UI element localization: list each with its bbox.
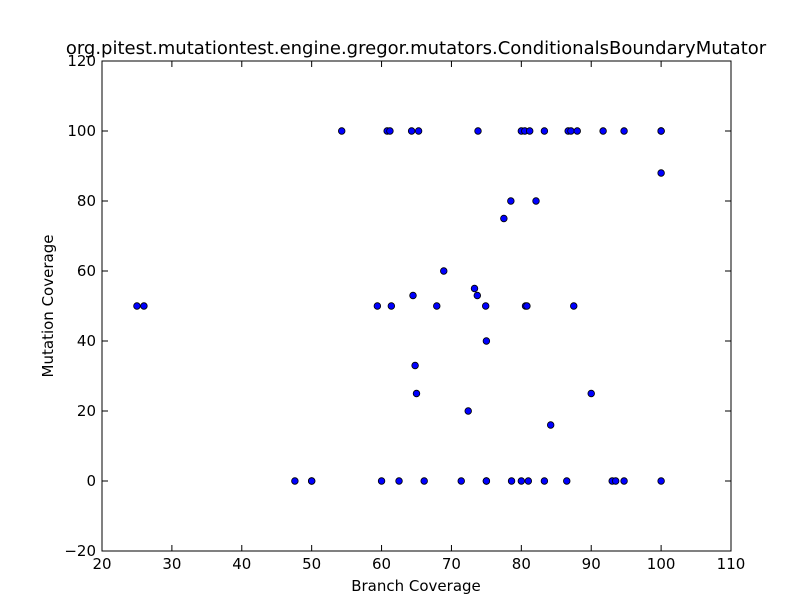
data-point [373, 302, 382, 310]
data-point [411, 361, 419, 370]
data-point [473, 291, 482, 300]
data-point [470, 284, 479, 293]
data-point [540, 477, 549, 485]
data-point [133, 302, 141, 310]
data-point [420, 477, 428, 485]
ticks-layer: 20 30 40 50 60 70 80 90 100 110 −20 0 20 40 60 80 100 120 [64, 52, 745, 573]
data-point [440, 267, 448, 275]
data-point [526, 127, 534, 135]
y-tick-label: 20 [77, 402, 96, 420]
x-tick-label: 50 [302, 555, 321, 573]
y-tick-label: 100 [67, 122, 96, 140]
data-point [474, 127, 482, 135]
data-point [291, 477, 299, 485]
data-point [524, 477, 533, 485]
y-tick-label: 120 [67, 52, 96, 70]
data-point [338, 127, 346, 135]
data-point [657, 477, 665, 485]
data-point [140, 302, 148, 310]
plot-frame [101, 60, 732, 552]
data-point [500, 214, 508, 223]
data-point [386, 127, 394, 135]
x-tick-label: 90 [582, 555, 601, 573]
data-point [567, 127, 575, 135]
x-tick-label: 60 [372, 555, 391, 573]
x-tick-label: 100 [647, 555, 676, 573]
data-point [387, 302, 396, 310]
x-tick-label: 70 [442, 555, 461, 573]
data-point [414, 127, 423, 135]
data-point [433, 302, 441, 310]
data-point [532, 197, 540, 205]
chart-title: org.pitest.mutationtest.engine.gregor.mu… [66, 38, 767, 59]
data-point [507, 197, 515, 205]
x-tick-label: 80 [512, 555, 531, 573]
data-point [573, 127, 581, 135]
y-tick-label: −20 [64, 542, 96, 560]
data-point [409, 291, 417, 300]
data-point [395, 477, 403, 485]
data-point [377, 477, 386, 485]
data-point [599, 127, 607, 135]
data-point [620, 477, 628, 485]
y-tick-label: 80 [77, 192, 96, 210]
data-point [407, 127, 416, 135]
points-layer [133, 127, 665, 485]
data-point [464, 407, 472, 415]
y-tick-label: 40 [77, 332, 96, 350]
data-point [481, 302, 490, 310]
x-tick-label: 20 [92, 555, 111, 573]
x-tick-label: 110 [717, 555, 746, 573]
data-point [620, 127, 628, 135]
data-point [517, 477, 526, 485]
y-axis-label: Mutation Coverage [39, 235, 57, 378]
data-point [482, 477, 491, 485]
data-point [563, 477, 571, 485]
data-point [587, 389, 595, 398]
data-point [412, 389, 421, 398]
data-point [540, 127, 549, 135]
data-point [507, 477, 516, 485]
data-point [611, 477, 620, 485]
x-tick-label: 40 [232, 555, 251, 573]
data-point [307, 477, 316, 485]
data-point [457, 477, 465, 485]
data-point [546, 421, 555, 429]
data-point [657, 127, 665, 135]
y-tick-label: 0 [86, 472, 96, 490]
x-tick-label: 30 [162, 555, 181, 573]
data-point [657, 169, 665, 177]
data-point [482, 337, 491, 345]
data-point [570, 302, 578, 310]
x-axis-label: Branch Coverage [351, 577, 481, 595]
y-tick-label: 60 [77, 262, 96, 280]
data-point [523, 302, 531, 310]
